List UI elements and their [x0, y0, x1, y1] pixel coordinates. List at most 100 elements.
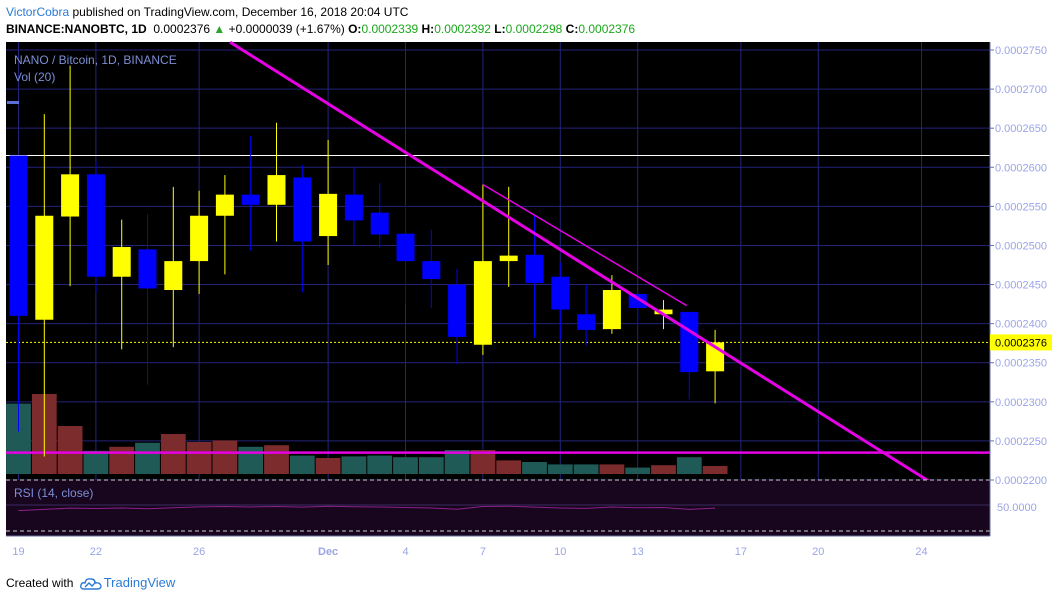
time-tick-label: 20: [812, 546, 824, 558]
candle-body[interactable]: [86, 174, 105, 277]
candle-body[interactable]: [138, 249, 157, 289]
chart-canvas[interactable]: 0.0002200 0.0002250 0.0002300 0.0002350 0.00…: [0, 40, 1059, 570]
volume-bar: [315, 458, 341, 474]
candle-body[interactable]: [577, 314, 596, 330]
price-tick-label: 0.0002600: [995, 162, 1047, 174]
legend-title: NANO / Bitcoin, 1D, BINANCE: [14, 53, 177, 67]
price-tick-label: 0.0002350: [995, 358, 1047, 370]
volume-bar: [160, 434, 186, 474]
time-tick-label: 19: [12, 546, 24, 558]
volume-bar: [599, 464, 625, 474]
close-value: 0.0002376: [578, 22, 636, 36]
volume-bar: [341, 456, 367, 474]
open-label: O:: [348, 22, 362, 36]
volume-bar: [135, 442, 160, 474]
rsi-line: [18, 505, 716, 512]
time-tick-label: 7: [480, 546, 486, 558]
author-link[interactable]: VictorCobra: [6, 5, 70, 19]
symbol-info: BINANCE:NANOBTC, 1D 0.0002376 ▲ +0.00000…: [6, 22, 635, 36]
symbol: BINANCE:NANOBTC, 1D: [6, 22, 147, 36]
candle-body[interactable]: [35, 215, 54, 320]
candle-body[interactable]: [293, 177, 312, 242]
candle-body[interactable]: [473, 261, 492, 345]
volume-bar: [470, 450, 496, 474]
candle-body[interactable]: [628, 293, 647, 308]
volume-bar: [676, 457, 702, 474]
volume-bar: [625, 467, 651, 474]
candle-body[interactable]: [319, 193, 338, 237]
low-label: L:: [494, 22, 506, 36]
candle-body[interactable]: [602, 290, 621, 330]
volume-bar: [702, 466, 728, 474]
volume-bar: [522, 462, 547, 474]
high-label: H:: [421, 22, 435, 36]
candle-body[interactable]: [190, 215, 209, 262]
footer: Created with TradingView: [6, 575, 175, 591]
open-value: 0.0002339: [361, 22, 419, 36]
candle-body[interactable]: [448, 284, 467, 337]
volume-bar: [289, 455, 315, 474]
low-value: 0.0002298: [505, 22, 563, 36]
candle-body[interactable]: [525, 254, 544, 283]
rsi-level-label: 50.0000: [997, 502, 1037, 514]
price-tick-label: 0.0002300: [995, 397, 1047, 409]
candle-body[interactable]: [61, 174, 80, 217]
price-tick-label: 0.0002500: [995, 240, 1047, 252]
time-tick-label: 13: [632, 546, 644, 558]
candle-body[interactable]: [112, 247, 131, 277]
time-axis[interactable]: 19 22 26 Dec 4 7 10 13 17 20 24: [6, 535, 990, 558]
time-tick-label: Dec: [318, 546, 338, 558]
volume-bar: [109, 446, 135, 474]
volume-legend: Vol (20): [14, 70, 55, 84]
candle-body[interactable]: [370, 212, 389, 235]
horizontal-lines: [6, 155, 990, 454]
up-arrow-icon: ▲: [213, 22, 226, 36]
close-label: C:: [565, 22, 579, 36]
time-tick-label: 17: [735, 546, 747, 558]
price-tick-label: 0.0002550: [995, 201, 1047, 213]
candle-body[interactable]: [654, 309, 673, 315]
candle-body[interactable]: [267, 175, 286, 205]
created-with-text: Created with: [6, 576, 74, 590]
rsi-legend: RSI (14, close): [14, 486, 93, 500]
tradingview-brand[interactable]: TradingView: [103, 575, 176, 590]
candle-body[interactable]: [499, 255, 518, 262]
price-tick-label: 0.0002450: [995, 280, 1047, 292]
volume-bar: [186, 442, 212, 474]
candle-body[interactable]: [9, 155, 28, 316]
candle-body[interactable]: [422, 261, 441, 280]
price-tick-label: 0.0002750: [995, 45, 1047, 57]
last-price-tag-label: 0.0002376: [995, 337, 1047, 349]
candle-body[interactable]: [396, 233, 415, 262]
candle-body[interactable]: [680, 311, 699, 373]
volume-bar: [444, 450, 470, 474]
volume-bar: [573, 464, 599, 474]
volume-bar: [496, 460, 522, 474]
candle-body[interactable]: [241, 194, 260, 205]
trendlines[interactable]: [229, 40, 938, 488]
volume-bar: [418, 457, 444, 474]
candle-body[interactable]: [164, 261, 183, 291]
candle-body[interactable]: [344, 194, 363, 221]
last-price: 0.0002376: [153, 22, 211, 36]
volume-bar: [393, 457, 418, 474]
publish-text: published on TradingView.com, December 1…: [69, 5, 409, 19]
price-tick-label: 0.0002700: [995, 84, 1047, 96]
time-tick-label: 24: [915, 546, 927, 558]
main-descending-trendline[interactable]: [229, 40, 938, 488]
volume-bar: [212, 440, 238, 474]
price-axis[interactable]: 0.0002200 0.0002250 0.0002300 0.0002350 0.00…: [989, 42, 1052, 536]
candles[interactable]: [9, 65, 725, 457]
time-tick-label: 4: [402, 546, 408, 558]
volume-bar: [83, 450, 109, 474]
rsi-background: [6, 480, 990, 536]
price-tick-label: 0.0002250: [995, 436, 1047, 448]
volume-bar: [367, 455, 393, 474]
candle-body[interactable]: [551, 276, 570, 310]
candle-body[interactable]: [215, 194, 234, 216]
volume-bar: [238, 446, 264, 474]
price-change: +0.0000039 (+1.67%): [228, 22, 345, 36]
time-tick-label: 26: [193, 546, 205, 558]
volume-bar: [547, 464, 573, 474]
short-descending-trendline[interactable]: [482, 183, 688, 307]
